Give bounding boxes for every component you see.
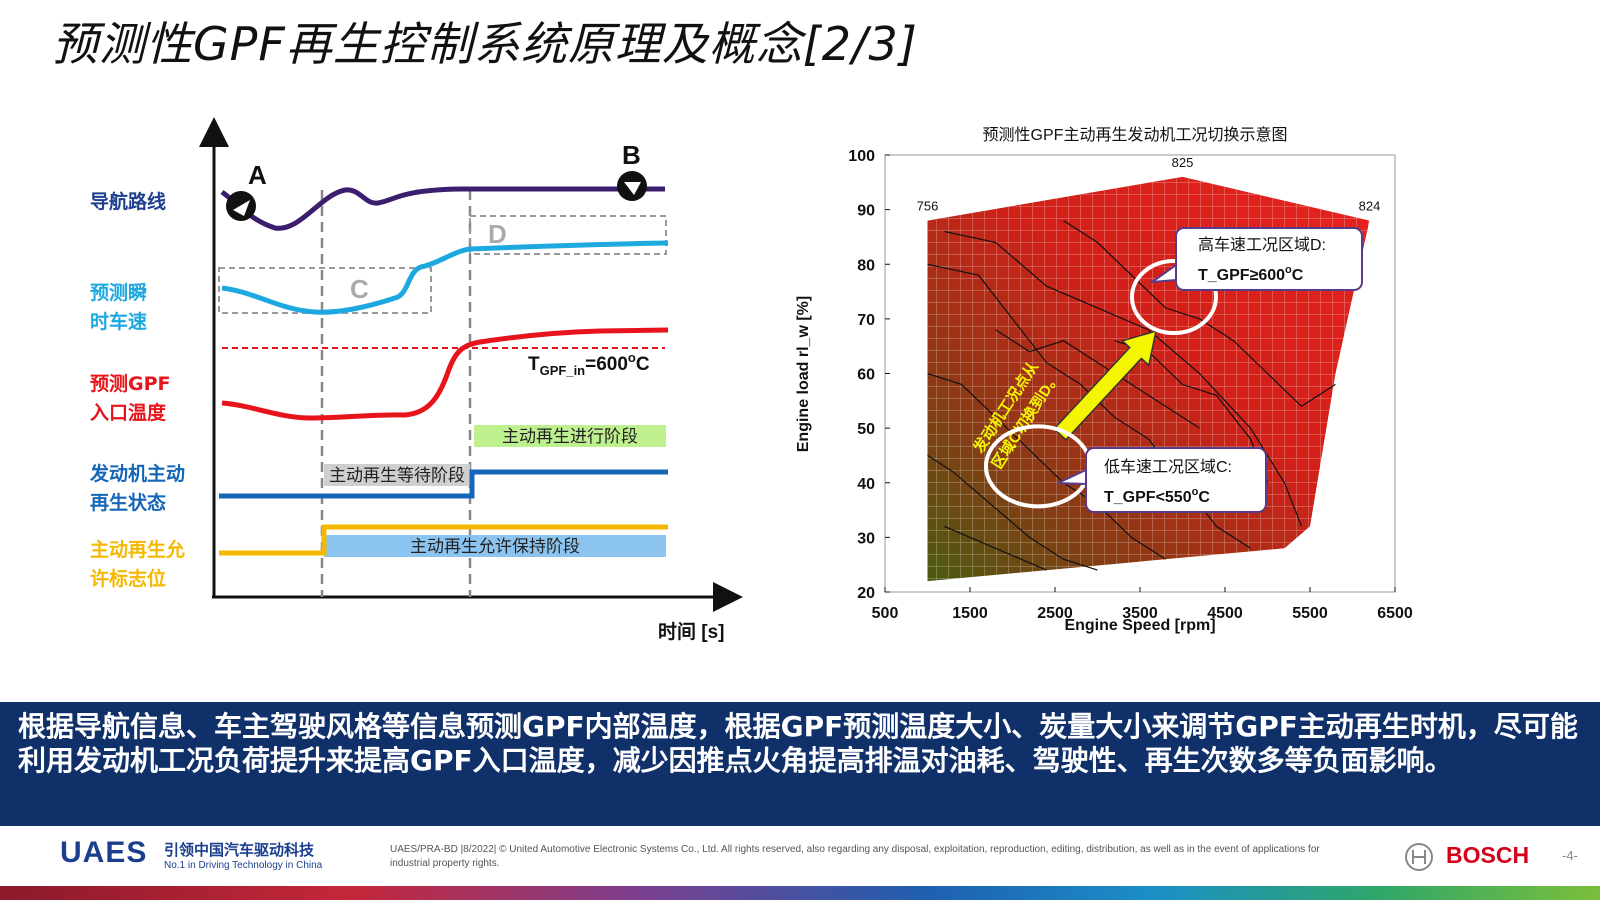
footer	[0, 826, 1600, 886]
callout-c-condition: T_GPF<550oC	[1104, 486, 1210, 506]
boundary-label: 824	[1359, 199, 1381, 214]
label-temp-line2: 入口温度	[90, 402, 167, 424]
label-permit-line2: 许标志位	[90, 568, 167, 590]
x-tick-label: 1500	[952, 605, 988, 622]
label-temp-line1: 预测GPF	[90, 373, 171, 395]
permit-flag-line	[219, 524, 668, 556]
temp-line	[221, 327, 669, 421]
callout-c-title: 低车速工况区域C:	[1104, 458, 1232, 476]
phase-permit-label: 主动再生允许保持阶段	[410, 537, 580, 556]
point-b-label: B	[622, 140, 641, 170]
y-tick-label: 100	[848, 148, 875, 165]
boundary-labels: 756 825 824	[917, 155, 1381, 214]
label-speed-line2: 时车速	[90, 311, 148, 333]
phase-waiting-label: 主动再生等待阶段	[329, 466, 465, 485]
page-number: -4-	[1562, 848, 1578, 863]
copyright-notice: UAES/PRA-BD |8/2022| © United Automotive…	[390, 844, 1320, 869]
x-tick-label: 6500	[1377, 605, 1413, 622]
contour-line	[995, 329, 1200, 429]
contour-line	[927, 372, 1166, 560]
x-tick-label: 500	[872, 605, 899, 622]
x-tick-label: 5500	[1292, 605, 1328, 622]
label-nav-route: 导航路线	[90, 191, 167, 213]
contour-line	[944, 230, 1303, 527]
uaes-tagline-cn: 引领中国汽车驱动科技	[164, 841, 315, 859]
bosch-armature-icon	[1405, 843, 1433, 871]
callout-d-title: 高车速工况区域D:	[1198, 236, 1326, 254]
label-engine-line2: 再生状态	[90, 492, 167, 514]
phase-active-bar	[474, 425, 666, 447]
callout-d-box	[1175, 227, 1363, 291]
label-permit: 主动再生允 许标志位	[90, 536, 185, 594]
switch-arrow	[1053, 329, 1157, 441]
nav-route-line	[220, 186, 665, 231]
y-tick-label: 90	[857, 203, 875, 220]
uaes-logo: UAES	[60, 836, 148, 869]
label-speed-line1: 预测瞬	[90, 282, 148, 304]
chart-title: 预测性GPF主动再生发动机工况切换示意图	[983, 125, 1288, 144]
point-a-arrow-icon	[233, 200, 250, 216]
axis-ticks: 500 1500 2500 3500 4500 5500 6500 20 30 40 50 60 70 8…	[848, 148, 1413, 622]
contour-line	[944, 525, 1047, 571]
boundary-label: 756	[917, 199, 939, 214]
temp-threshold-label: TGPF_in=600oC	[528, 350, 650, 378]
x-tick-label: 4500	[1207, 605, 1243, 622]
point-a-label: A	[248, 160, 267, 190]
label-speed: 预测瞬 时车速	[90, 279, 147, 337]
y-tick-label: 50	[857, 421, 875, 438]
point-b-arrow-icon	[624, 182, 641, 195]
label-temp: 预测GPF 入口温度	[90, 370, 171, 428]
region-c-label: C	[350, 274, 369, 304]
callout-d-condition: T_GPF≥600oC	[1198, 264, 1304, 284]
y-tick-label: 20	[857, 585, 875, 602]
region-d-label: D	[488, 219, 507, 249]
uaes-tagline-en: No.1 in Driving Technology in China	[164, 860, 323, 871]
region-d-ellipse	[1130, 259, 1218, 336]
contour-line	[927, 454, 1098, 571]
region-d-box	[469, 215, 667, 255]
engine-state-line	[219, 469, 668, 499]
region-c-box	[218, 267, 432, 314]
phase-active-label: 主动再生进行阶段	[502, 427, 638, 446]
engine-map-chart: 预测性GPF主动再生发动机工况切换示意图 500 1500 2500 3500 4500…	[795, 125, 1413, 634]
x-tick-label: 3500	[1122, 605, 1158, 622]
timing-diagram: C D A B TGPF_in=600oC 主动再生进行阶段 主动再生等待阶段 …	[199, 117, 743, 643]
phase-waiting-bar	[324, 464, 470, 486]
y-tick-label: 40	[857, 476, 875, 493]
y-tick-label: 70	[857, 312, 875, 329]
x-axis-label: 时间 [s]	[658, 621, 725, 643]
y-tick-label: 30	[857, 530, 875, 547]
boundary-label: 825	[1172, 155, 1194, 170]
label-engine: 发动机主动 再生状态	[90, 460, 185, 518]
y-axis-title: Engine load rl_w [%]	[795, 296, 812, 452]
label-engine-line1: 发动机主动	[90, 463, 186, 485]
x-axis-title: Engine Speed [rpm]	[1064, 617, 1215, 634]
callout-c-box	[1085, 447, 1267, 513]
page-title: 预测性GPF再生控制系统原理及概念[2/3]	[52, 17, 918, 71]
y-tick-label: 80	[857, 257, 875, 274]
color-stripe	[0, 886, 1600, 900]
y-tick-label: 60	[857, 367, 875, 384]
speed-line	[221, 240, 669, 315]
bosch-logo: BOSCH	[1446, 842, 1530, 868]
summary-banner: 根据导航信息、车主驾驶风格等信息预测GPF内部温度，根据GPF预测温度大小、炭量…	[0, 702, 1600, 826]
label-permit-line1: 主动再生允	[90, 539, 186, 561]
contour-line	[1063, 220, 1336, 408]
x-tick-label: 2500	[1037, 605, 1073, 622]
phase-permit-bar	[324, 535, 666, 557]
